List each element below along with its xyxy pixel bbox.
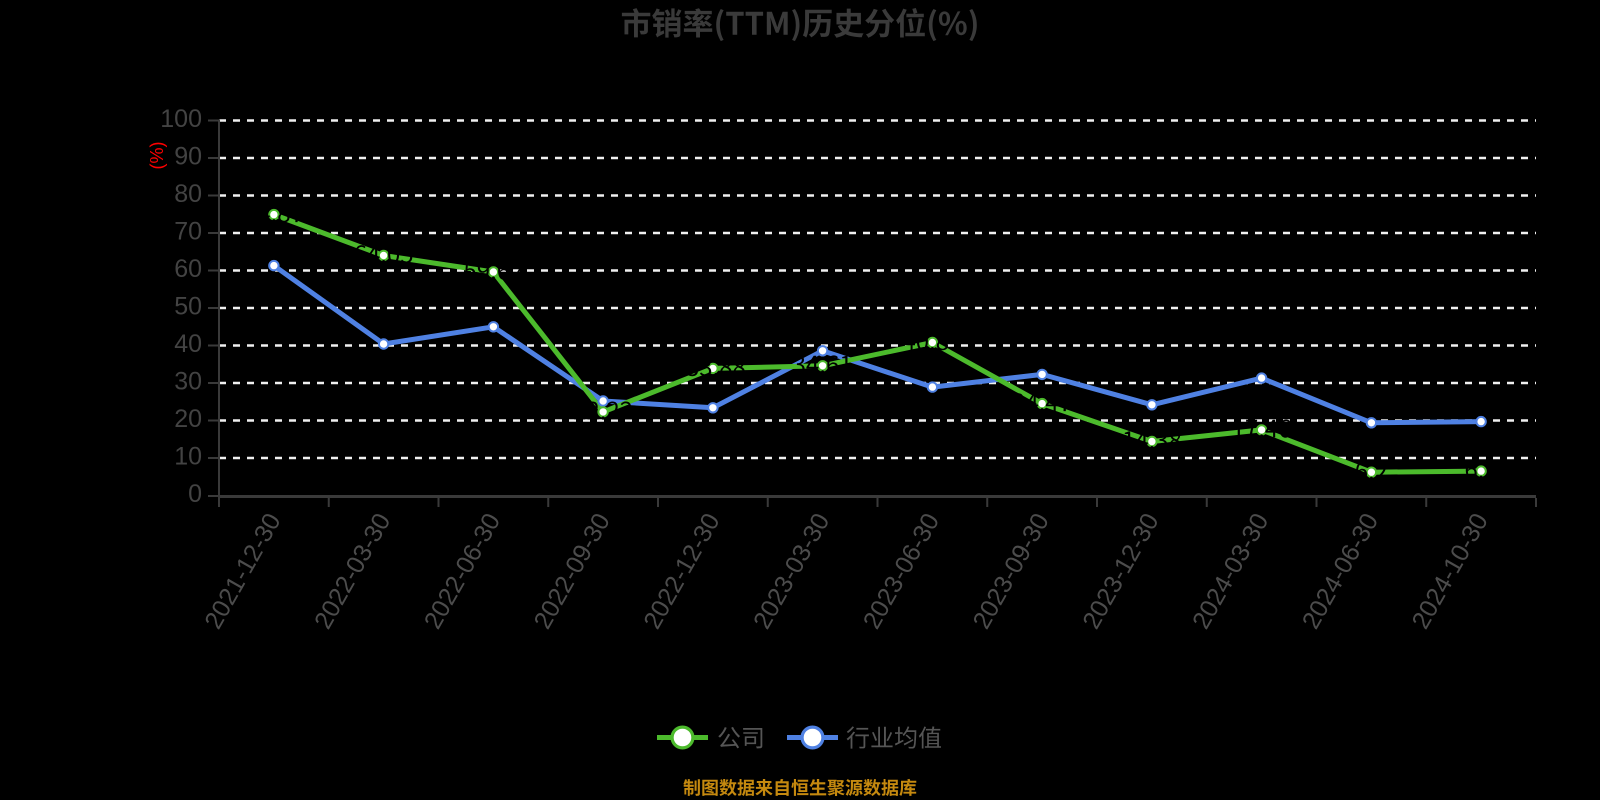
svg-text:100: 100 xyxy=(160,105,202,133)
svg-text:90: 90 xyxy=(174,143,202,171)
svg-text:70: 70 xyxy=(174,218,202,246)
svg-text:40: 40 xyxy=(174,330,202,358)
svg-text:10: 10 xyxy=(174,443,202,471)
svg-text:30: 30 xyxy=(174,368,202,396)
svg-text:0: 0 xyxy=(188,480,202,508)
svg-text:80: 80 xyxy=(174,180,202,208)
svg-text:60: 60 xyxy=(174,255,202,283)
svg-text:20: 20 xyxy=(174,405,202,433)
svg-text:50: 50 xyxy=(174,293,202,321)
svg-text:(%): (%) xyxy=(147,142,167,170)
